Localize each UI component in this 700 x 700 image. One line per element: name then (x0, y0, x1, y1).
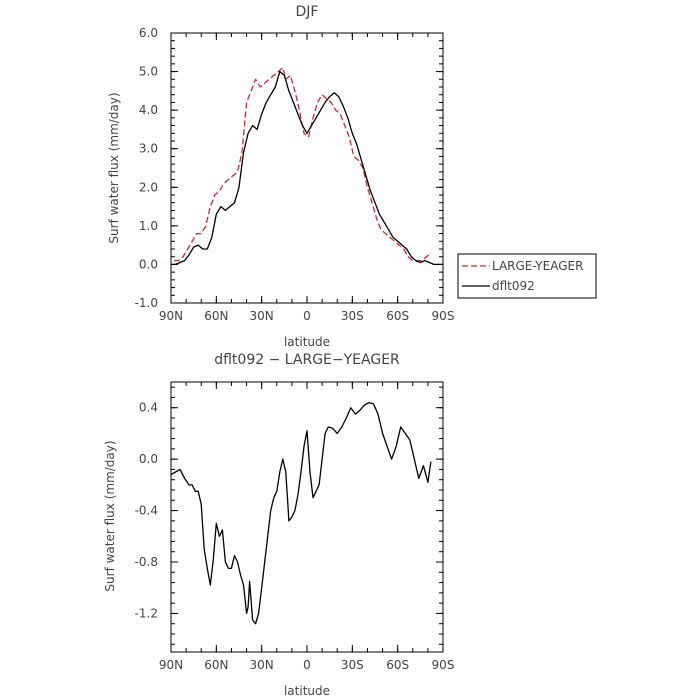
x-tick-label: 30N (250, 309, 274, 323)
x-tick-label: 90N (159, 309, 183, 323)
x-tick-label: 90S (432, 658, 455, 672)
x-tick-label: 60S (386, 658, 409, 672)
y-tick-label: 0.0 (139, 257, 158, 271)
y-tick-label: 2.0 (139, 180, 158, 194)
x-tick-label: 60N (204, 309, 228, 323)
plot-area-top: 90N 60N 30N 0 30S 60S 90S -1.0 0.0 1.0 2.0 3.0 4.0 5.… (135, 26, 455, 323)
x-axis-label-top: latitude (284, 335, 330, 349)
legend-label: LARGE-YEAGER (492, 259, 583, 273)
y-tick-label: 4.0 (139, 103, 158, 117)
plot-area-bottom: 90N 60N 30N 0 30S 60S 90S -1.2 -0.8 -0.4 0.0 0.4 (135, 381, 455, 672)
x-tick-label: 60N (204, 658, 228, 672)
chart-title-top: DJF (296, 4, 319, 20)
chart-title-bottom: dflt092 − LARGE−YEAGER (214, 352, 400, 368)
y-tick-label: 5.0 (139, 65, 158, 79)
y-tick-label: 1.0 (139, 219, 158, 233)
y-tick-label: -0.4 (135, 504, 158, 518)
y-tick-label: 6.0 (139, 26, 158, 40)
y-tick-label: 0.0 (139, 452, 158, 466)
x-tick-label: 30S (341, 309, 364, 323)
y-axis-label-bottom: Surf water flux (mm/day) (103, 440, 117, 591)
x-tick-label: 60S (386, 309, 409, 323)
legend-box (457, 253, 597, 299)
y-tick-label: 3.0 (139, 142, 158, 156)
legend: LARGE-YEAGER dflt092 (457, 253, 597, 299)
x-tick-label: 90S (432, 309, 455, 323)
y-tick-label: 0.4 (139, 401, 158, 415)
x-tick-label: 90N (159, 658, 183, 672)
x-axis-label-bottom: latitude (284, 684, 330, 698)
y-tick-label: -1.2 (135, 606, 158, 620)
series-line-dflt092 (171, 70, 443, 266)
x-tick-label: 30N (250, 658, 274, 672)
series-line-difference (170, 401, 432, 625)
y-tick-label: -1.0 (135, 296, 158, 310)
series-line-large-yeager (174, 67, 432, 262)
plot-frame (170, 381, 444, 653)
legend-label: dflt092 (492, 279, 535, 293)
x-tick-label: 0 (303, 309, 311, 323)
plot-frame (170, 32, 444, 304)
x-tick-label: 0 (303, 658, 311, 672)
y-tick-label: -0.8 (135, 555, 158, 569)
y-axis-label-top: Surf water flux (mm/day) (107, 92, 121, 243)
x-tick-label: 30S (341, 658, 364, 672)
